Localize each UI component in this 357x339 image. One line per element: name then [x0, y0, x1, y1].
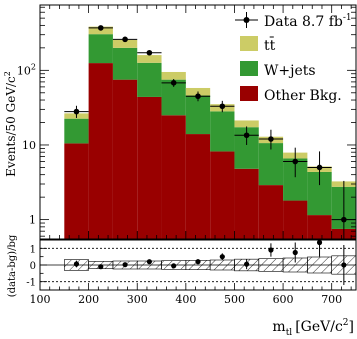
bar-tt--bin-3: [137, 55, 162, 63]
x-axis-label: mtl [GeV/c2]: [272, 318, 354, 338]
data-point-6: [219, 103, 226, 110]
ratio-xtick-label-6: 700: [321, 293, 342, 306]
legend-ttbar-sup: t̄: [269, 36, 275, 54]
ratio-ytick-label-0: -1: [26, 278, 36, 289]
main-frame: [39, 4, 357, 240]
data-point-3: [146, 49, 153, 56]
ratio-xtick-label-4: 500: [224, 293, 245, 306]
bar-tt--bin-2: [112, 39, 138, 48]
bar-w-jets-bin-0: [64, 118, 89, 144]
main-ytick-label-0: 1: [29, 214, 36, 227]
legend: Data 8.7 fb-1 tt̄ W+jets Other Bkg.: [235, 12, 352, 104]
ratio-point-7: [244, 261, 250, 267]
legend-item-wjets: W+jets: [240, 61, 316, 79]
bar-w-jets-bin-3: [137, 62, 162, 97]
ratio-point-10: [316, 239, 323, 246]
ratio-point-5: [195, 259, 201, 265]
bar-w-jets-bin-8: [258, 143, 284, 186]
ratio-point-1: [98, 264, 104, 270]
legend-item-other: Other Bkg.: [240, 86, 342, 104]
ratio-point-0: [73, 261, 80, 267]
main-panel: 1 10 102 Data 8.7 fb-1 tt̄ W+jets: [3, 4, 357, 240]
ratio-point-2: [122, 262, 128, 268]
bar-tt--bin-7: [234, 120, 259, 128]
bar-w-jets-bin-2: [112, 47, 138, 80]
data-point-9: [292, 158, 299, 165]
bar-other-bkg--bin-4: [161, 115, 186, 239]
ratio-points: [73, 239, 347, 285]
stacked-bars: [64, 26, 356, 240]
legend-wjets-label: W+jets: [264, 63, 316, 79]
ratio-point-6: [219, 254, 225, 260]
bar-w-jets-bin-1: [88, 34, 113, 64]
ratio-reference-lines: [40, 247, 356, 283]
bar-other-bkg--bin-5: [185, 134, 211, 239]
bar-other-bkg--bin-0: [64, 143, 89, 239]
bar-tt--bin-4: [161, 71, 186, 80]
bar-other-bkg--bin-6: [210, 151, 235, 239]
ratio-xtick-label-5: 600: [273, 293, 294, 306]
data-point-0: [73, 108, 80, 115]
main-axis-ticks: 1 10 102: [17, 5, 356, 239]
legend-other-label: Other Bkg.: [264, 88, 342, 104]
ratio-xtick-label-1: 200: [78, 293, 99, 306]
ratio-y-axis-label: (data-bg)/bg: [7, 234, 18, 297]
legend-data-sup: -1: [343, 13, 352, 23]
data-points: [64, 25, 356, 239]
bar-other-bkg--bin-3: [137, 96, 162, 239]
ratio-ytick-label-2: 1: [30, 244, 36, 255]
data-point-8: [268, 136, 274, 142]
bar-other-bkg--bin-2: [112, 79, 138, 240]
ratio-point-9: [292, 249, 298, 256]
data-point-7: [243, 132, 250, 139]
legend-item-data: Data 8.7 fb-1: [235, 12, 352, 30]
data-point-1: [97, 25, 104, 31]
ratio-xtick-label-3: 400: [175, 293, 196, 306]
bar-other-bkg--bin-1: [88, 63, 113, 239]
bar-other-bkg--bin-9: [283, 200, 308, 239]
main-ytick-label-1: 10: [22, 139, 36, 152]
bar-w-jets-bin-5: [185, 95, 211, 135]
ratio-point-4: [171, 263, 177, 269]
data-point-11: [341, 216, 347, 223]
ratio-point-3: [146, 259, 152, 265]
data-point-5: [195, 93, 201, 100]
main-ytick-label-2: 102: [17, 62, 36, 77]
data-point-10: [316, 164, 323, 171]
ratio-point-8: [268, 247, 274, 253]
data-point-2: [122, 36, 128, 43]
ratio-point-11: [341, 262, 347, 268]
svg-text:Data 8.7 fb-1: Data 8.7 fb-1: [264, 13, 352, 30]
bar-other-bkg--bin-10: [307, 215, 332, 239]
ratio-ytick-label-1: 0: [30, 261, 36, 272]
svg-text:tt̄: tt̄: [264, 36, 276, 54]
main-y-axis-label: Events/50 GeV/c2: [3, 71, 18, 177]
data-point-4: [170, 80, 177, 86]
bar-other-bkg--bin-8: [258, 185, 284, 239]
ratio-xtick-label-2: 300: [127, 293, 148, 306]
legend-ttbar-label: t: [264, 38, 270, 54]
ratio-axis-ticks: 100 200 300 400 500 600 700 -1 0 1: [26, 239, 352, 306]
ratio-panel: 100 200 300 400 500 600 700 -1 0 1 (data-bg)/bg m…: [7, 234, 357, 338]
legend-data-label: Data 8.7 fb: [264, 14, 343, 30]
legend-item-ttbar: tt̄: [240, 36, 276, 54]
ratio-xtick-label-0: 100: [30, 293, 51, 306]
bar-w-jets-bin-6: [210, 111, 235, 152]
bar-other-bkg--bin-7: [234, 168, 259, 239]
